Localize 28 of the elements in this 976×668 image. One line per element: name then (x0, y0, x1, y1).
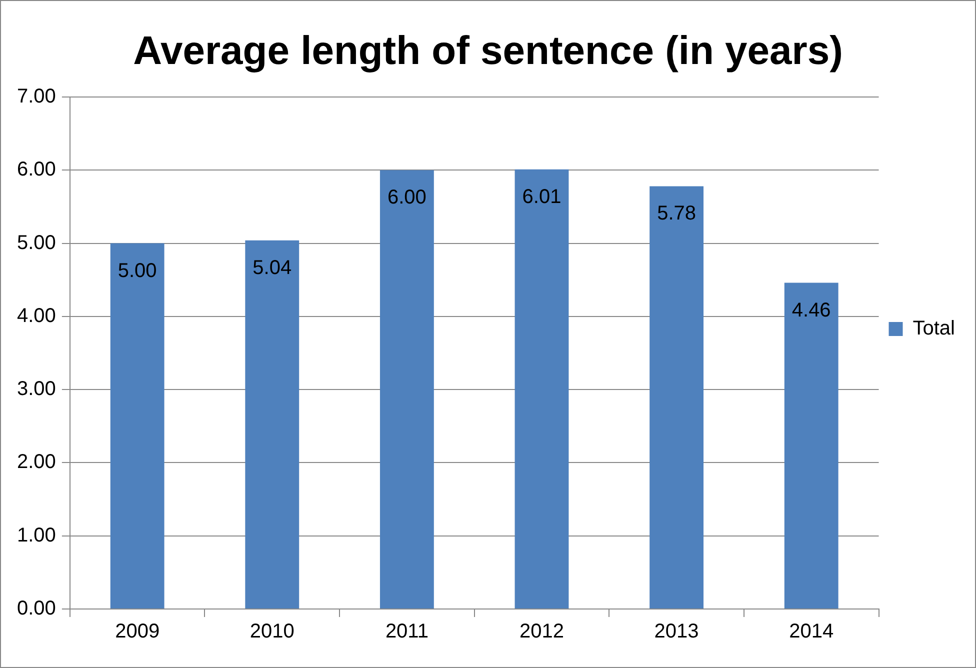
bar (245, 240, 300, 608)
data-label: 5.78 (657, 202, 696, 225)
y-tick-label: 6.00 (16, 158, 56, 181)
y-tick-label: 5.00 (16, 232, 56, 254)
bar (380, 170, 434, 608)
x-tick-label: 2009 (115, 620, 160, 643)
y-tick-label: 3.00 (16, 378, 56, 400)
chart-title: Average length of sentence (in years) (133, 29, 843, 74)
data-label: 5.00 (118, 260, 157, 282)
x-tick-label: 2011 (385, 620, 428, 643)
y-tick-label: 0.00 (16, 598, 56, 620)
bar (784, 282, 838, 608)
data-label: 4.46 (792, 299, 831, 322)
data-label: 6.00 (387, 186, 426, 209)
y-tick-label: 4.00 (16, 304, 56, 327)
x-tick-label: 2012 (519, 620, 564, 643)
y-tick-label: 7.00 (16, 86, 56, 108)
legend-label: Total (912, 318, 956, 340)
bar (110, 243, 164, 608)
x-tick-label: 2010 (250, 620, 294, 643)
data-label: 5.04 (252, 256, 292, 279)
y-tick-label: 1.00 (16, 524, 56, 546)
data-label: 6.01 (522, 186, 562, 208)
bar (650, 186, 704, 608)
y-tick-label: 2.00 (16, 451, 56, 474)
bar (514, 169, 569, 608)
x-tick-label: 2014 (789, 620, 834, 643)
x-tick-label: 2013 (654, 620, 699, 643)
